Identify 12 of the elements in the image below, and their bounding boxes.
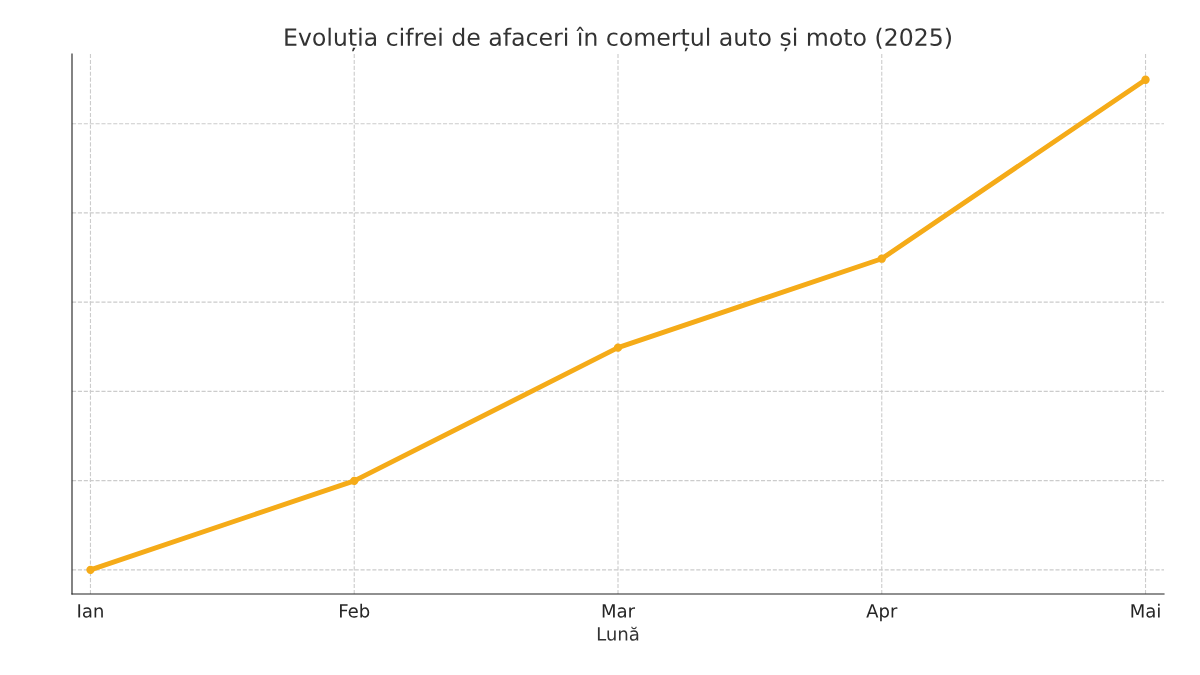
x-tick-label: Mai bbox=[1131, 603, 1160, 618]
x-tick-label: Mar bbox=[602, 604, 636, 618]
x-tick-label: Apr bbox=[866, 604, 898, 622]
x-tick-label: Feb bbox=[340, 603, 370, 618]
x-axis-title: Lună bbox=[597, 626, 639, 641]
chart-title: Evoluția cifrei de afaceri în comerțul auto și moto (2025) bbox=[285, 26, 951, 52]
point bbox=[613, 343, 623, 352]
x-tick-label: Ian bbox=[78, 604, 103, 618]
point bbox=[350, 476, 359, 486]
point bbox=[877, 254, 886, 263]
point bbox=[1141, 75, 1150, 84]
point bbox=[86, 565, 95, 574]
